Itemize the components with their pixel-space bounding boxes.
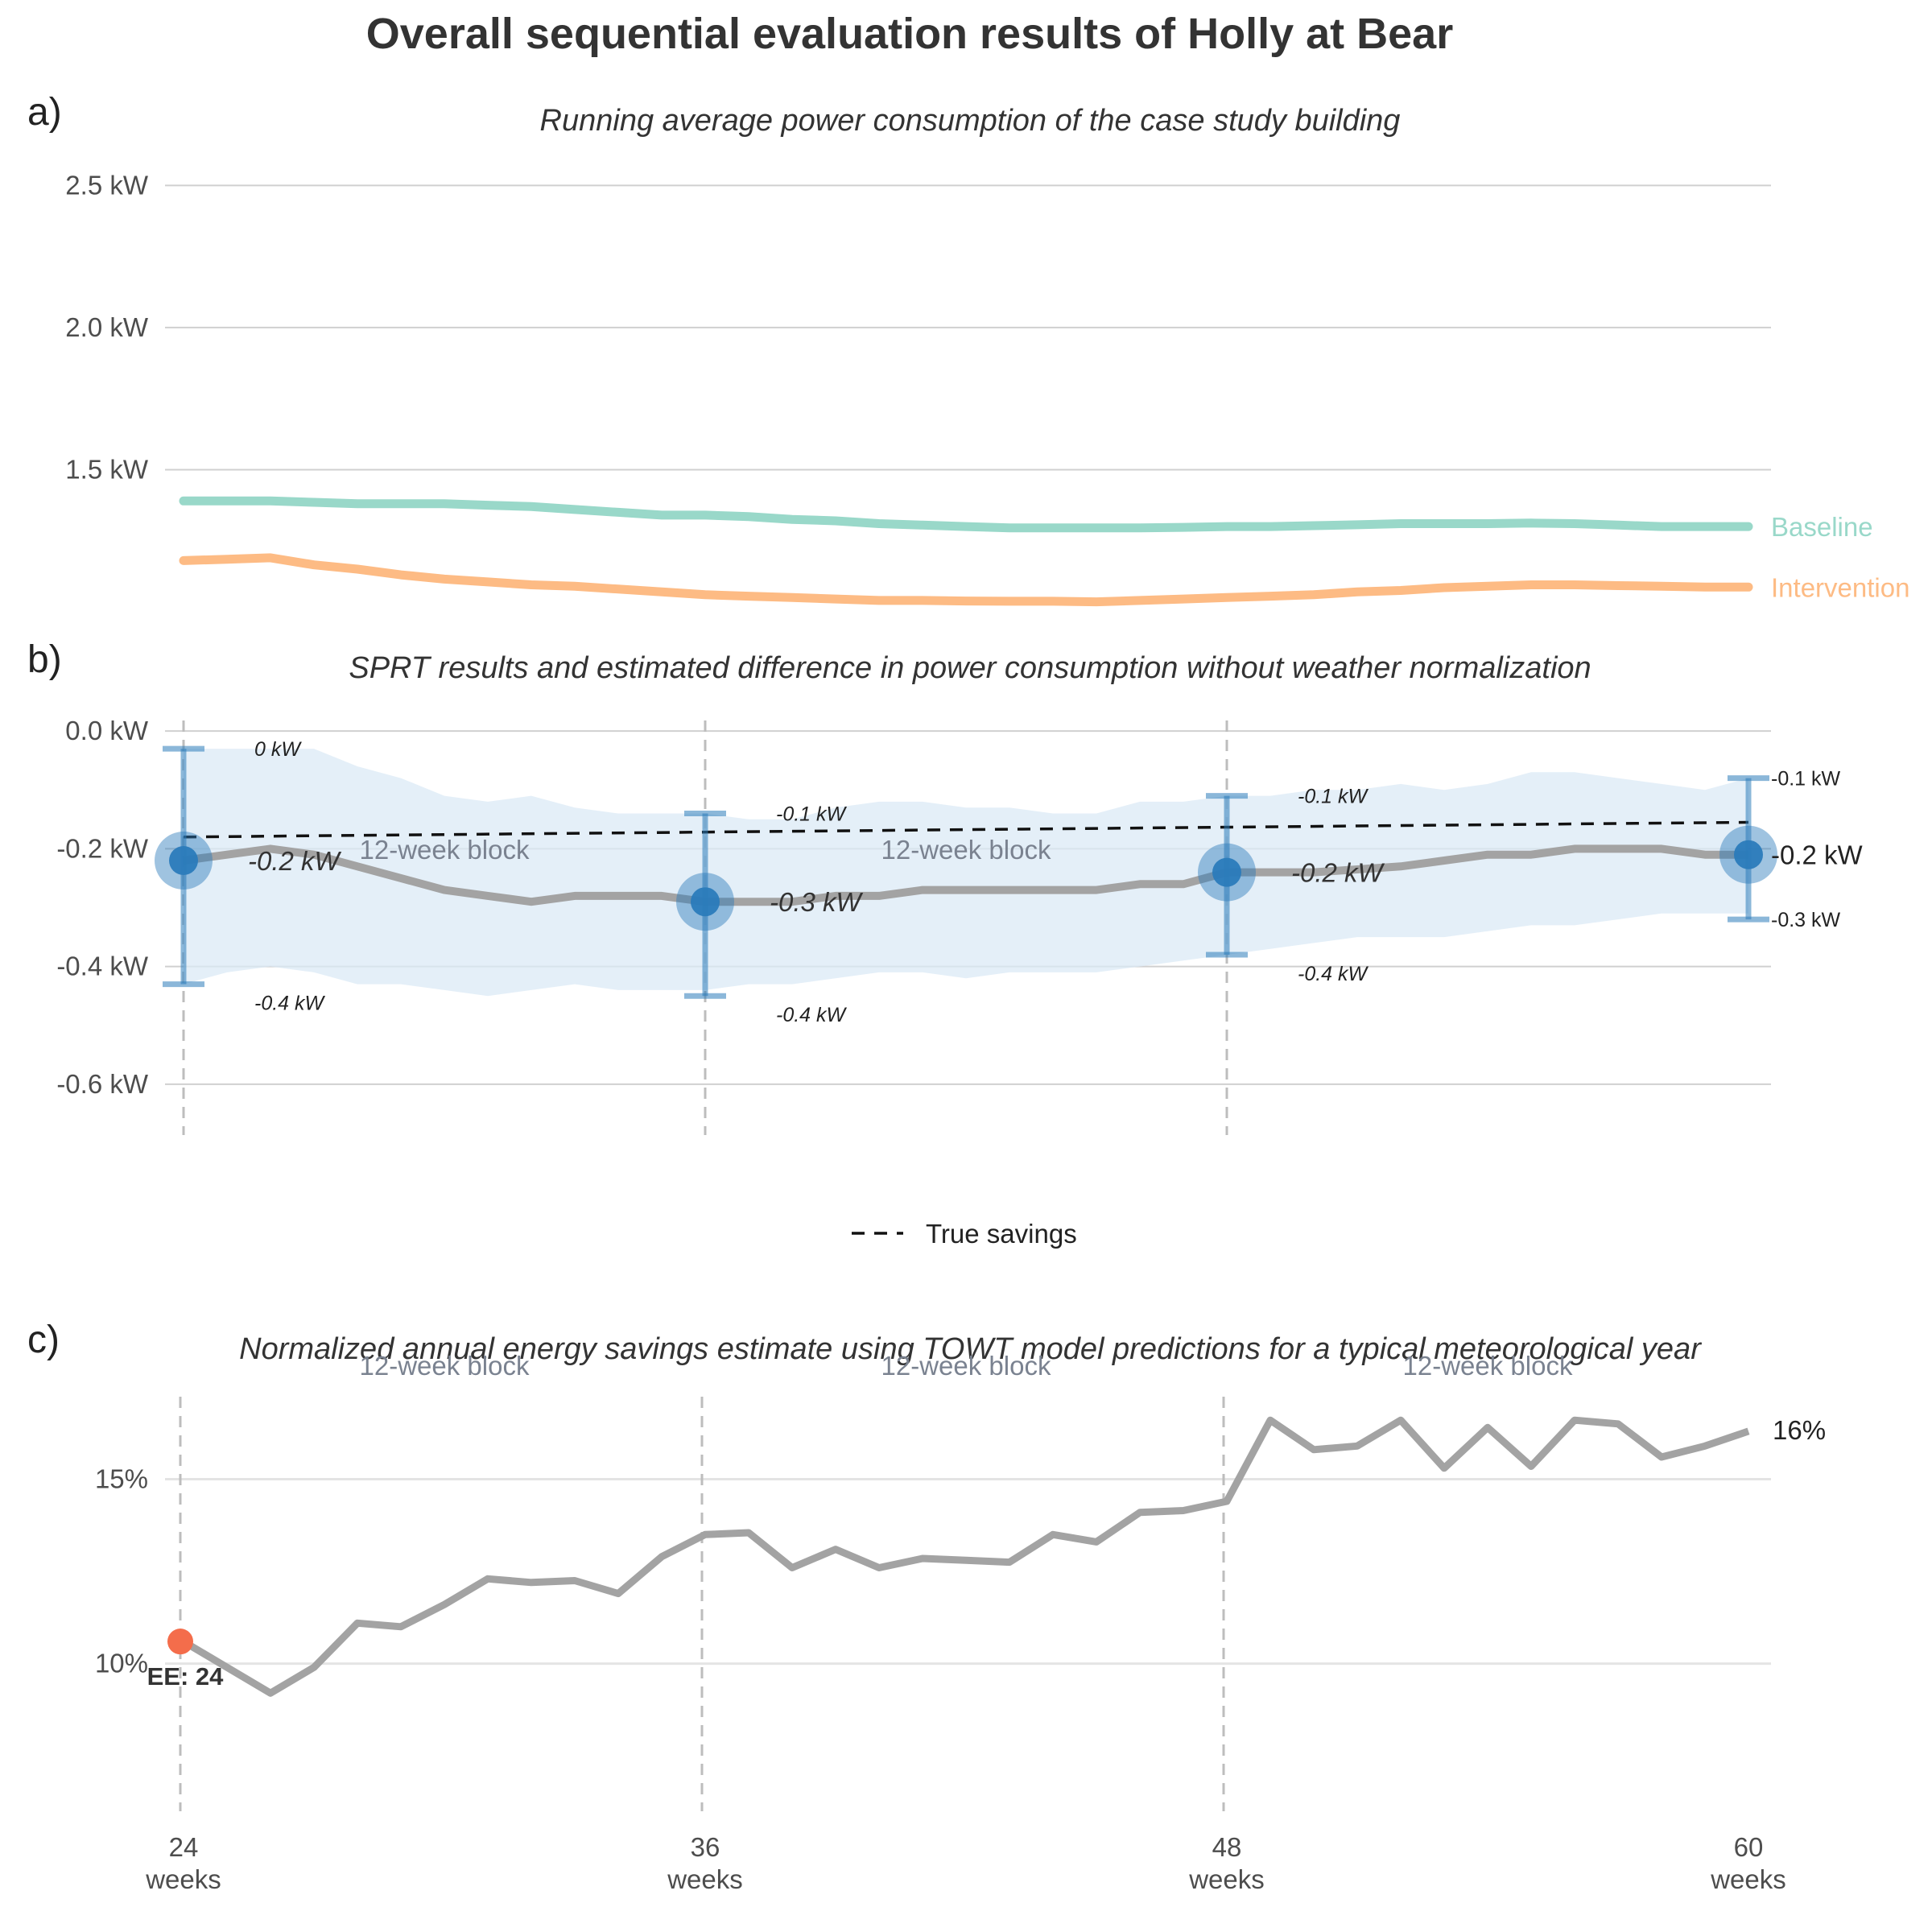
panel-a-tag: a) — [27, 91, 62, 134]
panel-a-y-ticks: 1.5 kW 2.0 kW 2.5 kW — [65, 170, 149, 484]
checkpoint-point — [1734, 840, 1763, 869]
checkpoint-point — [169, 846, 198, 875]
block-label: 12-week block — [360, 835, 530, 865]
x-tick-value: 48 — [1212, 1832, 1242, 1862]
block-label: 12-week block — [360, 1351, 530, 1381]
panel-c-subtitle: Normalized annual energy savings estimat… — [239, 1332, 1702, 1366]
panel-c-gridlines — [165, 1478, 1771, 1666]
panel-b-estimate — [183, 844, 1748, 906]
end-value-label: 16% — [1773, 1415, 1826, 1445]
early-stop-label: EE: 24 — [147, 1662, 225, 1690]
lower-bound-label: -0.4 kW — [254, 993, 326, 1015]
panel-b-block-labels: 12-week block 12-week block — [360, 835, 1051, 865]
lower-bound-label: -0.4 kW — [1298, 963, 1369, 985]
confidence-band — [184, 749, 1748, 997]
panel-b-y-tick-label: 0.0 kW — [65, 716, 149, 745]
panel-b: b) SPRT results and estimated difference… — [27, 638, 1864, 1249]
series-line-intervention — [179, 553, 1753, 607]
x-tick-value: 60 — [1734, 1832, 1764, 1862]
series-line-baseline — [179, 496, 1753, 533]
panel-c-tag: c) — [27, 1319, 60, 1361]
estimate-label: -0.2 kW — [248, 846, 342, 876]
lower-bound-label: -0.4 kW — [776, 1004, 848, 1026]
panel-a-y-tick-label: 1.5 kW — [65, 454, 149, 484]
estimate-label: -0.2 kW — [1771, 840, 1864, 870]
x-tick-unit: weeks — [1188, 1864, 1265, 1894]
upper-bound-label: -0.1 kW — [1298, 786, 1369, 808]
x-tick-unit: weeks — [1710, 1864, 1786, 1894]
x-tick-unit: weeks — [667, 1864, 743, 1894]
panel-b-y-tick-label: -0.4 kW — [56, 952, 149, 981]
panel-c-block-labels: 12-week block 12-week block 12-week block — [360, 1351, 1573, 1381]
series-label-baseline: Baseline — [1771, 512, 1873, 542]
lower-bound-label: -0.3 kW — [1771, 909, 1841, 931]
x-tick-value: 36 — [691, 1832, 720, 1862]
panel-a-y-tick-label: 2.5 kW — [65, 170, 149, 200]
block-label: 12-week block — [881, 835, 1051, 865]
upper-bound-label: -0.1 kW — [776, 803, 848, 826]
estimate-label: -0.2 kW — [1291, 858, 1385, 888]
x-tick-value: 24 — [169, 1832, 199, 1862]
checkpoint-point — [1212, 857, 1241, 887]
panel-b-confidence-band — [184, 749, 1748, 997]
early-stop-point — [167, 1629, 193, 1655]
panel-a-series — [179, 496, 1753, 607]
panel-a-subtitle: Running average power consumption of the… — [540, 104, 1401, 138]
panel-b-subtitle: SPRT results and estimated difference in… — [349, 651, 1591, 685]
panel-b-y-tick-label: -0.2 kW — [56, 833, 149, 863]
figure-title: Overall sequential evaluation results of… — [366, 10, 1453, 58]
panel-c: c) Normalized annual energy savings esti… — [27, 1319, 1826, 1894]
legend-true-savings-label: True savings — [926, 1219, 1077, 1249]
panel-c-y-tick-label: 10% — [95, 1649, 148, 1678]
savings-line — [181, 1416, 1750, 1697]
estimate-line — [183, 844, 1748, 906]
panel-a-gridlines — [165, 184, 1771, 471]
panel-b-y-tick-label: -0.6 kW — [56, 1069, 149, 1099]
block-label: 12-week block — [1403, 1351, 1573, 1381]
panel-c-checkpoint-lines — [179, 1397, 1225, 1811]
legend: True savings — [852, 1219, 1077, 1249]
panel-c-savings — [181, 1416, 1750, 1697]
panel-c-y-tick-label: 15% — [95, 1464, 148, 1494]
panel-a-y-tick-label: 2.0 kW — [65, 312, 149, 342]
panel-a: a) Running average power consumption of … — [27, 91, 1909, 607]
panel-b-tag: b) — [27, 638, 62, 681]
upper-bound-label: 0 kW — [254, 738, 302, 761]
checkpoint-point — [691, 887, 720, 917]
upper-bound-label: -0.1 kW — [1771, 768, 1841, 791]
panel-b-y-ticks: 0.0 kW -0.2 kW -0.4 kW -0.6 kW — [56, 716, 149, 1099]
panel-c-markers: EE: 24 16% — [147, 1415, 1826, 1690]
panel-b-checkpoints: -0.2 kW 0 kW -0.4 kW -0.3 kW -0.1 kW -0.4 kW -… — [155, 738, 1864, 1026]
x-tick-unit: weeks — [145, 1864, 221, 1894]
series-label-intervention: Intervention — [1771, 572, 1909, 602]
estimate-label: -0.3 kW — [770, 887, 864, 917]
panel-c-y-ticks: 10% 15% — [95, 1464, 148, 1678]
block-label: 12-week block — [881, 1351, 1051, 1381]
